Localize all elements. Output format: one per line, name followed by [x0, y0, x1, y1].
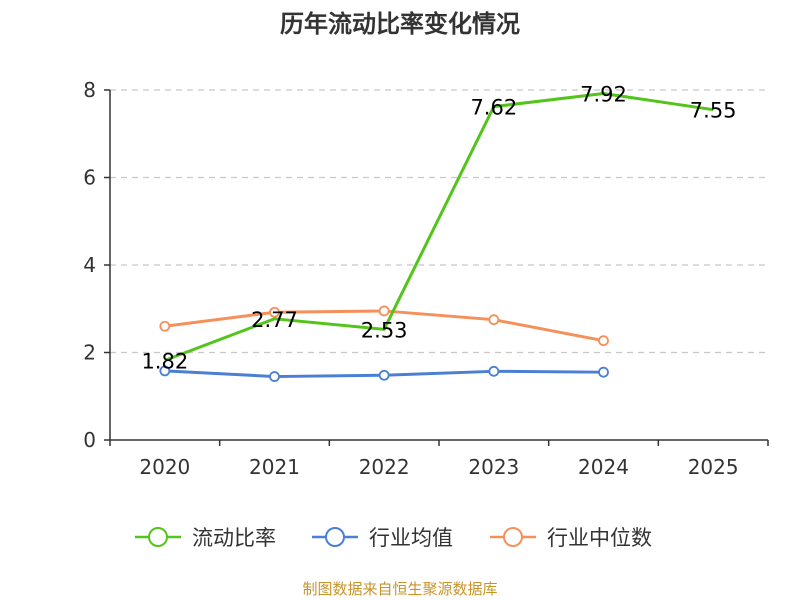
- data-label: 1.82: [141, 349, 188, 373]
- legend: 流动比率 行业均值 行业中位数: [135, 526, 652, 550]
- data-labels: 1.82 2.77 2.53 7.62 7.92 7.55: [141, 83, 736, 374]
- series-line-0: [164, 92, 714, 362]
- series-point-1: [598, 366, 609, 378]
- chart-title: 历年流动比率变化情况: [280, 10, 520, 38]
- x-tick-label: 2022: [359, 455, 410, 479]
- series-point-2: [378, 305, 390, 317]
- legend-item-2[interactable]: 行业中位数: [490, 526, 652, 550]
- data-label: 2.53: [361, 318, 408, 342]
- y-tick-label: 0: [83, 428, 96, 452]
- y-tick-label: 4: [83, 253, 96, 277]
- series-point-2: [269, 306, 280, 318]
- data-label: 2.77: [251, 308, 298, 332]
- legend-swatch-marker: [325, 527, 345, 547]
- legend-item-0[interactable]: 流动比率: [135, 526, 276, 550]
- x-tick-label: 2021: [249, 455, 300, 479]
- data-label: 7.55: [690, 99, 737, 123]
- x-tick-label: 2020: [139, 455, 190, 479]
- y-tick-label: 6: [83, 166, 96, 190]
- x-tick-label: 2023: [468, 455, 519, 479]
- y-tick-label: 2: [83, 341, 96, 365]
- source-note: 制图数据来自恒生聚源数据库: [302, 580, 497, 598]
- legend-swatch-marker: [148, 527, 168, 547]
- series-point-1: [378, 369, 390, 381]
- series-point-2: [598, 335, 609, 347]
- legend-label: 行业中位数: [547, 526, 652, 550]
- series-point-1: [269, 371, 280, 382]
- legend-label: 行业均值: [369, 526, 453, 550]
- legend-swatch-marker: [503, 527, 523, 547]
- series-layer: [159, 92, 714, 382]
- series-point-1: [488, 365, 500, 377]
- legend-item-1[interactable]: 行业均值: [312, 526, 453, 550]
- x-tick-label: 2024: [578, 455, 629, 479]
- data-label: 7.62: [470, 96, 517, 120]
- data-label: 7.92: [580, 83, 627, 107]
- x-tick-label: 2025: [688, 455, 739, 479]
- legend-label: 流动比率: [192, 526, 276, 550]
- series-point-2: [159, 320, 171, 332]
- series-point-1: [159, 365, 171, 377]
- series-point-2: [488, 314, 500, 326]
- y-tick-label: 8: [83, 78, 96, 102]
- axes: 0 2 4 6 8 2020 2021 2022 2023 2024 2025: [83, 78, 769, 479]
